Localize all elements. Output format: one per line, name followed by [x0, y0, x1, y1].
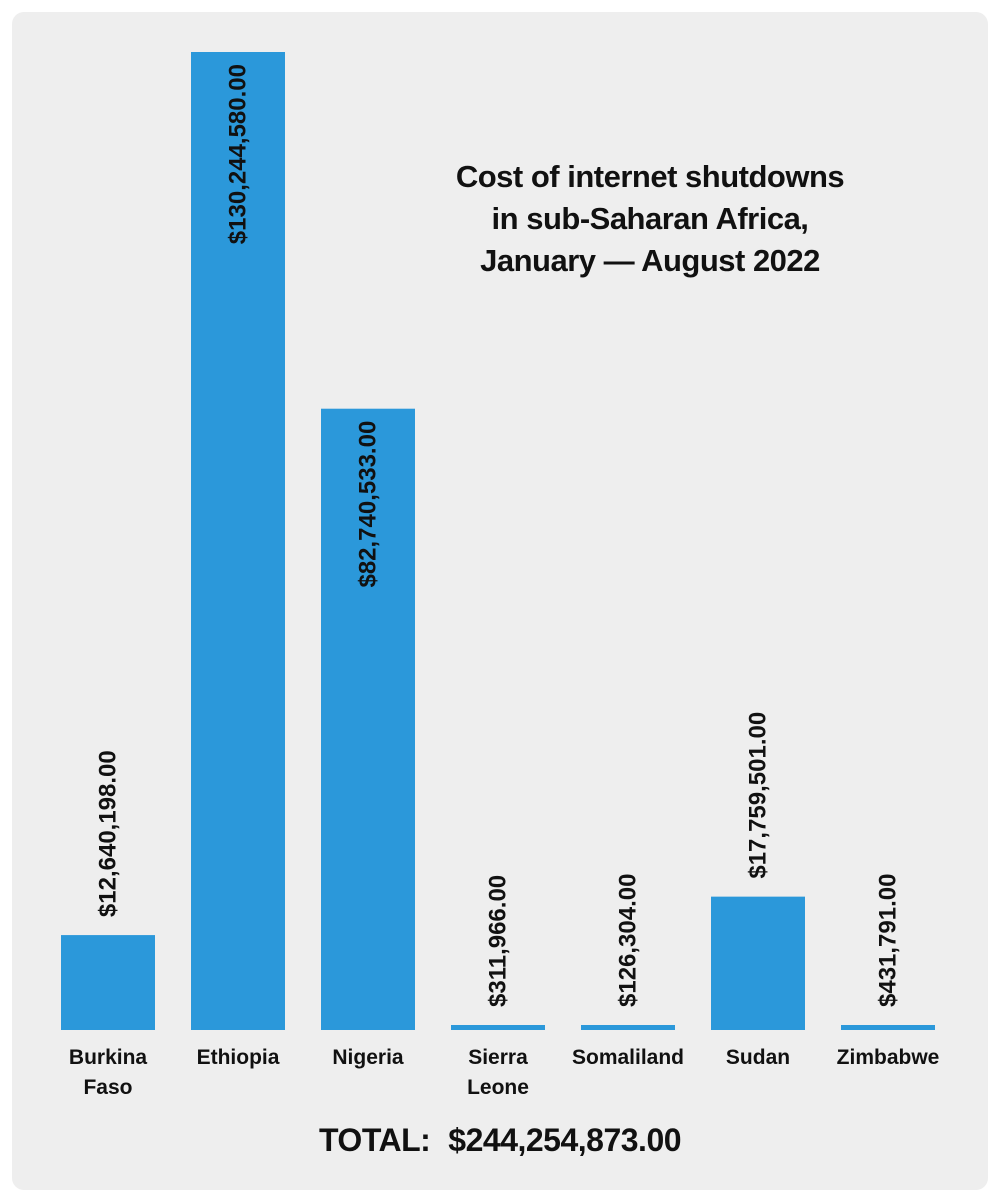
category-label-zimbabwe: Zimbabwe: [837, 1046, 940, 1069]
bar-nigeria: [321, 408, 415, 1030]
chart-title-line-3: January — August 2022: [480, 243, 820, 278]
category-label-burkina-faso-line-2: Faso: [83, 1076, 132, 1099]
category-label-ethiopia: Ethiopia: [197, 1046, 280, 1069]
bar-ethiopia: [191, 52, 285, 1030]
bar-sierra-leone: [451, 1025, 545, 1030]
bar-sudan: [711, 896, 805, 1030]
value-label-zimbabwe: $431,791.00: [875, 874, 902, 1007]
chart-card: [12, 12, 988, 1190]
category-label-sudan: Sudan: [726, 1046, 790, 1069]
total-line: TOTAL: $244,254,873.00: [0, 1122, 1000, 1159]
category-label-sierra-leone-line-2: Leone: [467, 1076, 529, 1099]
bar-somaliland: [581, 1025, 675, 1030]
value-label-sierra-leone: $311,966.00: [485, 875, 512, 1007]
category-label-nigeria: Nigeria: [332, 1046, 404, 1069]
value-label-ethiopia: $130,244,580.00: [225, 64, 252, 244]
value-label-sudan: $17,759,501.00: [745, 712, 772, 879]
bar-burkina-faso: [61, 935, 155, 1030]
value-label-nigeria: $82,740,533.00: [355, 421, 382, 588]
chart-title-line-2: in sub-Saharan Africa,: [491, 201, 809, 236]
category-label-sierra-leone-line-1: Sierra: [468, 1046, 528, 1069]
category-label-somaliland: Somaliland: [572, 1046, 684, 1069]
chart-title-line-1: Cost of internet shutdowns: [455, 159, 845, 194]
bar-zimbabwe: [841, 1025, 935, 1030]
value-label-burkina-faso: $12,640,198.00: [95, 750, 122, 917]
total-label: TOTAL:: [318, 1122, 431, 1158]
total-value: $244,254,873.00: [448, 1122, 682, 1158]
value-label-somaliland: $126,304.00: [615, 874, 642, 1007]
chart-title: Cost of internet shutdowns in sub-Sahara…: [395, 156, 905, 282]
category-label-burkina-faso-line-1: Burkina: [69, 1046, 148, 1069]
